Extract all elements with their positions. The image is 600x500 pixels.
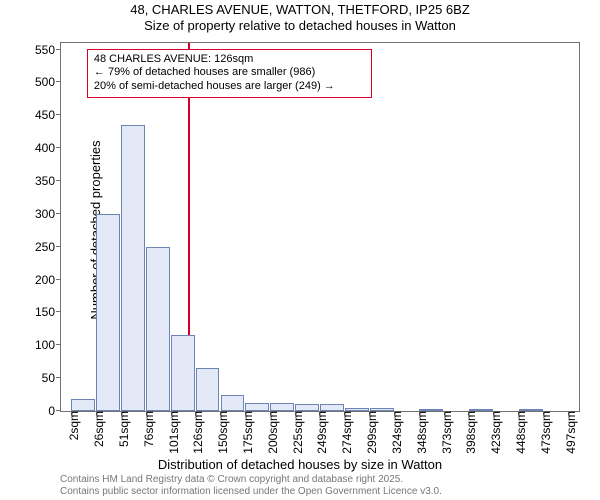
y-tick-mark: [56, 180, 61, 181]
y-tick-mark: [56, 49, 61, 50]
title-line-1: 48, CHARLES AVENUE, WATTON, THETFORD, IP…: [0, 2, 600, 18]
x-tick-label: 398sqm: [458, 411, 478, 454]
histogram-bar: [196, 368, 220, 411]
x-tick-label: 126sqm: [185, 411, 205, 454]
y-tick-mark: [56, 147, 61, 148]
x-tick-label: 249sqm: [309, 411, 329, 454]
footnote-line-1: Contains HM Land Registry data © Crown c…: [60, 474, 442, 486]
y-tick-mark: [56, 279, 61, 280]
y-tick-mark: [56, 114, 61, 115]
y-tick-mark: [56, 246, 61, 247]
annotation-line-3: 20% of semi-detached houses are larger (…: [94, 80, 365, 94]
annotation-box: 48 CHARLES AVENUE: 126sqm ← 79% of detac…: [87, 49, 372, 98]
x-tick-label: 51sqm: [111, 411, 131, 447]
y-tick-label: 550: [35, 43, 61, 57]
histogram-bar: [96, 214, 120, 411]
annotation-line-2: ← 79% of detached houses are smaller (98…: [94, 66, 365, 80]
x-tick-label: 497sqm: [558, 411, 578, 454]
y-tick-label: 350: [35, 174, 61, 188]
y-tick-mark: [56, 81, 61, 82]
x-tick-label: 175sqm: [235, 411, 255, 454]
footnote: Contains HM Land Registry data © Crown c…: [60, 474, 442, 498]
x-tick-label: 26sqm: [86, 411, 106, 447]
x-tick-label: 448sqm: [508, 411, 528, 454]
footnote-line-2: Contains public sector information licen…: [60, 486, 442, 498]
x-tick-label: 473sqm: [533, 411, 553, 454]
annotation-line-1: 48 CHARLES AVENUE: 126sqm: [94, 53, 365, 67]
chart-container: 48, CHARLES AVENUE, WATTON, THETFORD, IP…: [0, 0, 600, 500]
x-tick-label: 200sqm: [260, 411, 280, 454]
x-tick-label: 274sqm: [334, 411, 354, 454]
y-tick-label: 500: [35, 75, 61, 89]
chart-title: 48, CHARLES AVENUE, WATTON, THETFORD, IP…: [0, 2, 600, 35]
x-tick-label: 101sqm: [161, 411, 181, 454]
x-tick-label: 76sqm: [136, 411, 156, 447]
y-tick-mark: [56, 213, 61, 214]
title-line-2: Size of property relative to detached ho…: [0, 18, 600, 34]
histogram-bar: [221, 395, 245, 411]
x-tick-label: 2sqm: [61, 411, 81, 440]
y-tick-label: 200: [35, 273, 61, 287]
y-tick-label: 450: [35, 108, 61, 122]
histogram-bar: [270, 403, 294, 411]
histogram-bar: [171, 335, 195, 411]
plot-area: 48 CHARLES AVENUE: 126sqm ← 79% of detac…: [60, 42, 580, 412]
y-tick-mark: [56, 377, 61, 378]
x-tick-label: 324sqm: [384, 411, 404, 454]
y-tick-mark: [56, 311, 61, 312]
histogram-bar: [121, 125, 145, 411]
x-tick-label: 348sqm: [409, 411, 429, 454]
x-tick-label: 150sqm: [210, 411, 230, 454]
y-tick-mark: [56, 344, 61, 345]
histogram-bar: [71, 399, 95, 411]
y-tick-label: 150: [35, 305, 61, 319]
y-tick-label: 300: [35, 207, 61, 221]
histogram-bar: [245, 403, 269, 411]
y-tick-label: 50: [42, 371, 61, 385]
x-axis-label: Distribution of detached houses by size …: [0, 457, 600, 472]
x-tick-label: 423sqm: [483, 411, 503, 454]
y-tick-label: 250: [35, 240, 61, 254]
x-tick-label: 225sqm: [285, 411, 305, 454]
x-tick-label: 373sqm: [434, 411, 454, 454]
y-tick-label: 100: [35, 338, 61, 352]
y-tick-label: 0: [48, 404, 61, 418]
histogram-bar: [146, 247, 170, 411]
x-tick-label: 299sqm: [359, 411, 379, 454]
y-tick-label: 400: [35, 141, 61, 155]
